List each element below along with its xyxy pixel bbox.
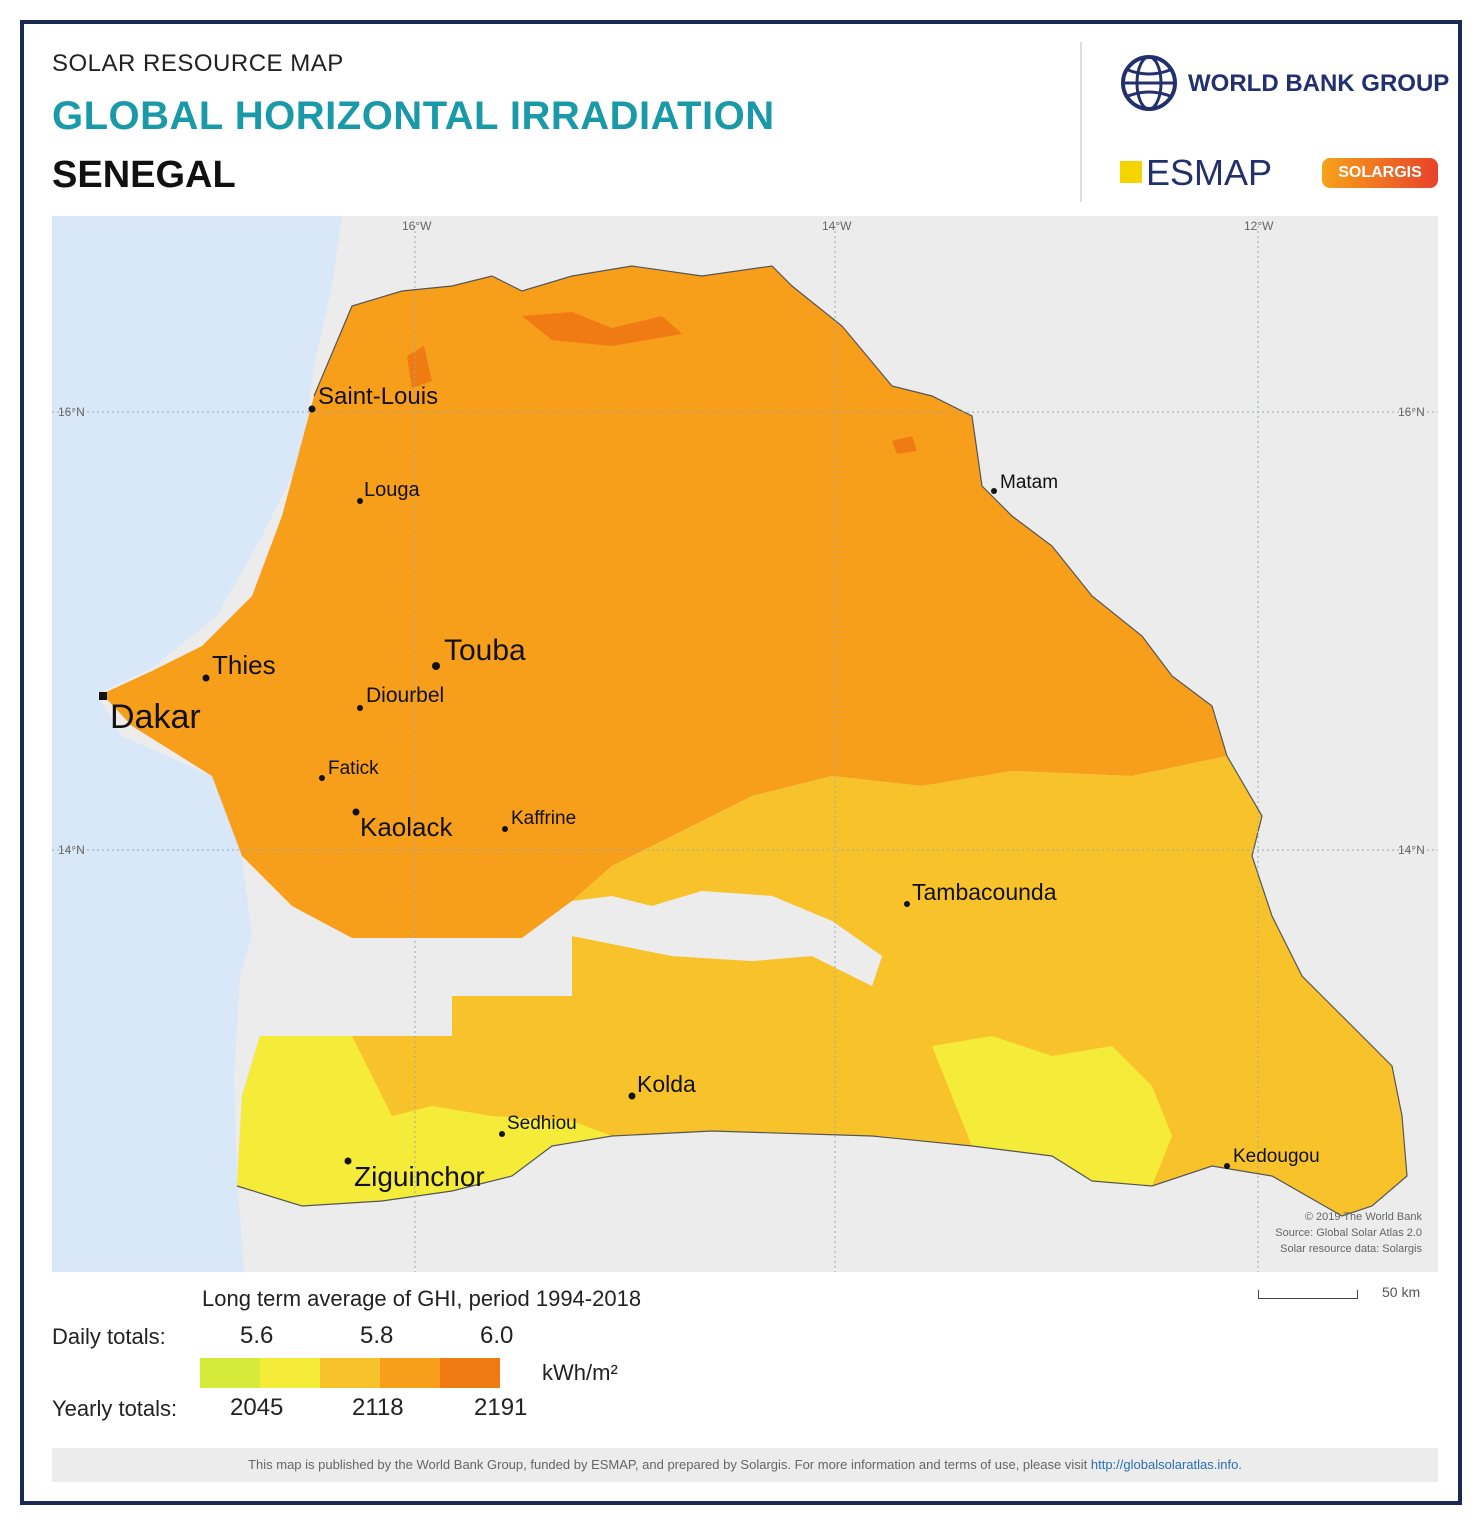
legend-swatch-5 <box>440 1358 500 1388</box>
legend-yearly-value-3: 2191 <box>474 1394 528 1421</box>
senegal-ghi-zone-5-6-west <box>237 1036 612 1206</box>
svg-text:Tambacounda: Tambacounda <box>912 879 1057 905</box>
svg-text:Saint-Louis: Saint-Louis <box>318 383 438 410</box>
senegal-ghi-zone-6-0-coast <box>407 346 432 388</box>
city-kedougou: Kedougou <box>1224 1146 1320 1169</box>
senegal-ghi-zone-5-8 <box>102 266 1227 938</box>
svg-text:Thies: Thies <box>212 650 276 680</box>
city-tambacounda: Tambacounda <box>904 879 1057 907</box>
svg-text:Touba: Touba <box>444 634 526 667</box>
svg-text:Ziguinchor: Ziguinchor <box>354 1161 485 1192</box>
lon-label-12w: 12°W <box>1244 219 1274 233</box>
legend-yearly-label: Yearly totals: <box>52 1396 178 1421</box>
svg-text:Dakar: Dakar <box>110 698 201 736</box>
esmap-mark-icon <box>1120 161 1142 183</box>
map-credit-line-3: Solar resource data: Solargis <box>1280 1243 1422 1255</box>
legend-daily-label: Daily totals: <box>52 1324 166 1349</box>
world-bank-logo-text: WORLD BANK GROUP <box>1188 70 1450 97</box>
lon-label-14w: 14°W <box>822 219 852 233</box>
city-touba: Touba <box>432 634 526 670</box>
lat-label-14n-left: 14°N <box>58 843 85 857</box>
legend-unit: kWh/m² <box>542 1360 618 1385</box>
city-dakar: Dakar <box>99 692 201 736</box>
footer-text: This map is published by the World Bank … <box>248 1457 1088 1472</box>
city-fatick: Fatick <box>319 758 379 781</box>
lat-label-14n-right: 14°N <box>1398 843 1425 857</box>
ocean <box>52 216 342 1272</box>
lat-label-16n-right: 16°N <box>1398 405 1425 419</box>
svg-text:Diourbel: Diourbel <box>366 684 444 707</box>
svg-text:Louga: Louga <box>364 479 420 501</box>
footer-note: This map is published by the World Bank … <box>52 1448 1438 1482</box>
legend-swatch-4 <box>380 1358 440 1388</box>
legend-title: Long term average of GHI, period 1994-20… <box>202 1286 642 1311</box>
gambia <box>252 891 882 1036</box>
svg-text:Kolda: Kolda <box>637 1071 696 1097</box>
legend-yearly-value-1: 2045 <box>230 1394 284 1421</box>
map-title: GLOBAL HORIZONTAL IRRADIATION <box>52 94 775 138</box>
city-diourbel: Diourbel <box>357 684 444 711</box>
senegal-border <box>236 265 1408 1217</box>
city-kaffrine: Kaffrine <box>502 808 576 832</box>
legend-daily-value-2: 5.8 <box>360 1322 394 1349</box>
senegal-ghi-map: 16°W 14°W 12°W 16°N 14°N 16°N 14°N Saint… <box>52 216 1438 1272</box>
svg-text:Kedougou: Kedougou <box>1233 1146 1320 1167</box>
map-credit-line-2: Source: Global Solar Atlas 2.0 <box>1275 1227 1422 1239</box>
city-matam: Matam <box>991 472 1058 494</box>
city-kolda: Kolda <box>628 1071 696 1100</box>
solargis-logo: SOLARGIS <box>1322 158 1438 188</box>
map-credit-line-1: © 2019 The World Bank <box>1305 1211 1423 1223</box>
legend-swatch-3 <box>320 1358 380 1388</box>
svg-text:Fatick: Fatick <box>328 758 379 779</box>
legend-swatch-2 <box>260 1358 320 1388</box>
senegal-ghi-zone-6-0-east <box>892 436 917 454</box>
header-divider <box>1080 42 1082 202</box>
scale-bar <box>1258 1290 1358 1299</box>
city-thies: Thies <box>202 650 276 682</box>
lon-label-16w: 16°W <box>402 219 432 233</box>
city-sedhiou: Sedhiou <box>499 1113 577 1137</box>
svg-text:Matam: Matam <box>1000 472 1058 493</box>
esmap-logo-text: ESMAP <box>1146 152 1273 193</box>
city-louga: Louga <box>357 479 420 504</box>
senegal-ghi-zone-6-0-north <box>522 312 682 346</box>
city-kaolack: Kaolack <box>352 808 453 842</box>
footer-link[interactable]: http://globalsolaratlas.info. <box>1090 1457 1242 1472</box>
country-name: SENEGAL <box>52 154 236 196</box>
esmap-logo: ESMAP <box>1120 152 1272 194</box>
scale-label: 50 km <box>1382 1284 1421 1300</box>
legend-daily-value-3: 6.0 <box>480 1322 514 1349</box>
svg-text:Sedhiou: Sedhiou <box>507 1113 577 1134</box>
legend-swatch-1 <box>200 1358 260 1388</box>
city-saint-louis: Saint-Louis <box>308 383 438 413</box>
city-ziguinchor: Ziguinchor <box>344 1157 485 1192</box>
legend-color-bar <box>200 1358 500 1388</box>
map-overline: SOLAR RESOURCE MAP <box>52 50 344 77</box>
svg-text:Kaolack: Kaolack <box>360 812 453 842</box>
legend-yearly-value-2: 2118 <box>352 1394 404 1421</box>
world-bank-globe-icon <box>1121 55 1177 111</box>
lat-label-16n-left: 16°N <box>58 405 85 419</box>
legend-daily-value-1: 5.6 <box>240 1322 274 1349</box>
svg-text:Kaffrine: Kaffrine <box>511 808 576 829</box>
